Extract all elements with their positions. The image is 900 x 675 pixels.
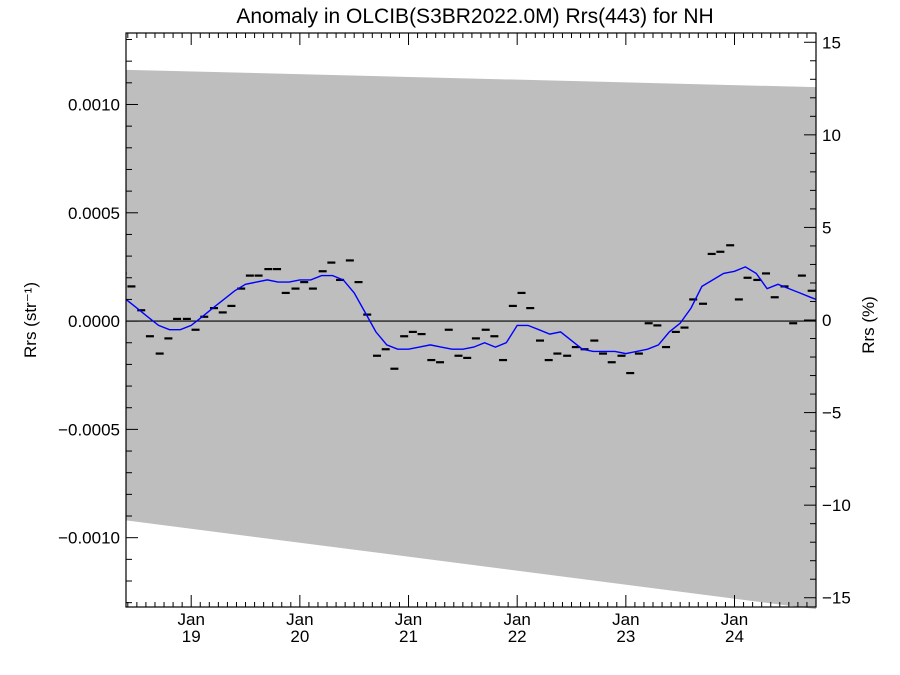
x-tick-label-month: Jan [177, 610, 204, 629]
x-tick-label-month: Jan [286, 610, 313, 629]
running-mean-layer [125, 266, 817, 355]
x-tick-label-year: 24 [725, 627, 744, 646]
right-axis-label: Rrs (%) [859, 296, 878, 354]
y-right-tick-label: 0 [822, 311, 831, 330]
y-left-tick-label: −0.0010 [58, 529, 120, 548]
uncertainty-band-layer [126, 69, 816, 610]
y-right-tick-label: −5 [822, 404, 841, 423]
y-right-tick-label: −10 [822, 496, 851, 515]
y-left-tick-label: 0.0000 [68, 312, 120, 331]
x-tick-label-year: 19 [182, 627, 201, 646]
x-tick-label-month: Jan [503, 610, 530, 629]
y-right-tick-label: 5 [822, 218, 831, 237]
x-tick-label-year: 23 [616, 627, 635, 646]
left-axis-label: Rrs (str⁻¹) [21, 282, 40, 358]
x-tick-label-month: Jan [395, 610, 422, 629]
x-tick-label-year: 21 [399, 627, 418, 646]
y-right-tick-label: 10 [822, 126, 841, 145]
ticks-layer: Jan19Jan20Jan21Jan22Jan23Jan240.00100.00… [58, 33, 851, 646]
x-tick-label-year: 22 [508, 627, 527, 646]
x-tick-label-month: Jan [721, 610, 748, 629]
y-left-tick-label: −0.0005 [58, 420, 120, 439]
x-tick-label-year: 20 [290, 627, 309, 646]
y-right-tick-label: 15 [822, 33, 841, 52]
y-left-tick-label: 0.0005 [68, 204, 120, 223]
running-mean-line [125, 266, 817, 355]
uncertainty-band [126, 69, 816, 610]
x-tick-label-month: Jan [612, 610, 639, 629]
y-right-tick-label: −15 [822, 589, 851, 608]
chart-title: Anomaly in OLCIB(S3BR2022.0M) Rrs(443) f… [236, 5, 713, 28]
y-left-tick-label: 0.0010 [68, 95, 120, 114]
